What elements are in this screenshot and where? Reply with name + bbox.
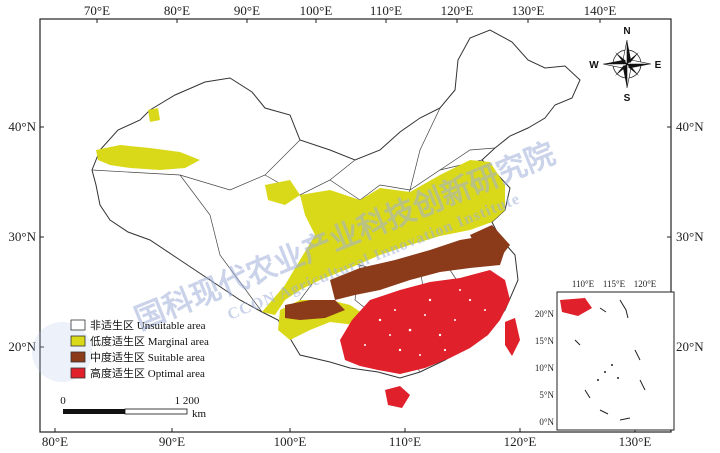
- scale-unit-label: km: [192, 408, 207, 420]
- left-lat-label: 40°N: [8, 119, 36, 134]
- scale-end-label: 1 200: [175, 395, 200, 407]
- legend-label-marginal: 低度适生区 Marginal area: [90, 334, 209, 348]
- legend-swatch-optimal: [70, 367, 86, 379]
- inset-lat-label: 5°N: [539, 390, 554, 400]
- left-lat-label: 30°N: [8, 229, 36, 244]
- top-lon-label: 90°E: [234, 3, 260, 18]
- scale-start-label: 0: [60, 395, 66, 407]
- inset-lat-label: 10°N: [535, 363, 555, 373]
- compass-south: S: [624, 93, 631, 104]
- legend: [70, 319, 86, 379]
- inset-lat-label: 20°N: [535, 309, 555, 319]
- legend-label-suitable: 中度适生区 Suitable area: [90, 350, 205, 364]
- legend-label-optimal: 高度适生区 Optimal area: [90, 366, 205, 380]
- optimal-area: [340, 270, 520, 408]
- inset-lat-label: 0°N: [539, 417, 554, 427]
- top-longitude-ticks: [96, 19, 601, 23]
- right-lat-label: 40°N: [676, 119, 704, 134]
- map-frame: [39, 18, 672, 433]
- top-lon-label: 120°E: [441, 3, 474, 18]
- compass-icon: [602, 39, 652, 89]
- speckle-texture: [364, 289, 486, 356]
- right-lat-label: 20°N: [676, 339, 704, 354]
- top-lon-label: 110°E: [370, 3, 402, 18]
- inset-lon-label: 115°E: [603, 279, 626, 289]
- bottom-lon-label: 90°E: [159, 434, 185, 449]
- compass-north: N: [623, 26, 630, 37]
- legend-swatch-suitable: [70, 351, 86, 363]
- south-china-sea-inset: [556, 291, 675, 431]
- top-lon-label: 70°E: [84, 3, 110, 18]
- bottom-lon-label: 110°E: [389, 434, 421, 449]
- top-lon-label: 140°E: [584, 3, 617, 18]
- compass-east: E: [655, 60, 662, 71]
- top-lon-label: 80°E: [164, 3, 190, 18]
- inset-lon-label: 120°E: [634, 279, 657, 289]
- bottom-lon-label: 120°E: [504, 434, 537, 449]
- right-lat-label: 30°N: [676, 229, 704, 244]
- left-lat-label: 20°N: [8, 339, 36, 354]
- bottom-lon-label: 100°E: [274, 434, 307, 449]
- inset-lon-label: 110°E: [572, 279, 595, 289]
- legend-label-unsuitable: 非适生区 Unsuitable area: [90, 318, 206, 332]
- legend-swatch-marginal: [70, 335, 86, 347]
- bottom-lon-label: 130°E: [619, 434, 652, 449]
- legend-swatch-unsuitable: [70, 319, 86, 331]
- scale-bar: [63, 408, 188, 415]
- suitable-area: [285, 225, 510, 320]
- bottom-lon-label: 80°E: [42, 434, 68, 449]
- compass-west: W: [589, 60, 599, 71]
- top-lon-label: 100°E: [300, 3, 333, 18]
- top-lon-label: 130°E: [512, 3, 545, 18]
- inset-lat-label: 15°N: [535, 336, 555, 346]
